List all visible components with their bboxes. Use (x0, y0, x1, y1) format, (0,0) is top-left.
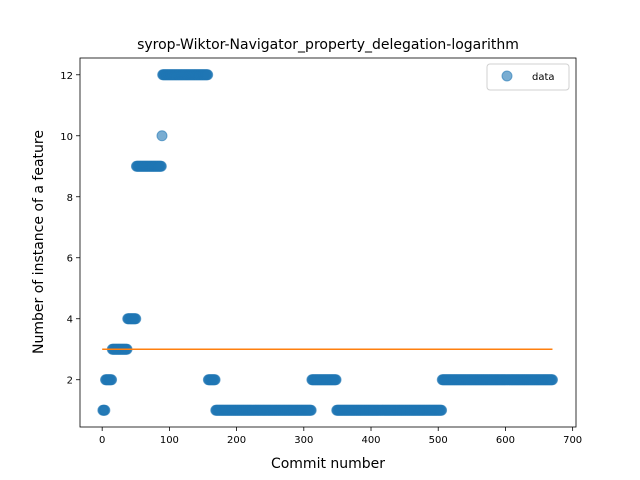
y-tick-label: 8 (67, 193, 73, 204)
y-tick-label: 4 (67, 315, 73, 326)
x-tick-label: 500 (429, 435, 448, 446)
data-point (330, 374, 342, 386)
legend: data (486, 63, 570, 91)
legend-marker-data (501, 70, 513, 82)
y-axis-label: Number of instance of a feature (31, 130, 47, 354)
x-tick-label: 200 (227, 435, 246, 446)
data-point (305, 404, 317, 416)
plot-frame (79, 57, 577, 428)
data-point (202, 69, 214, 81)
y-tick-label: 2 (67, 376, 73, 387)
chart-title: syrop-Wiktor-Navigator_property_delegati… (137, 37, 519, 53)
plot-area (79, 57, 577, 428)
legend-label-data: data (532, 72, 555, 83)
x-tick-label: 300 (294, 435, 313, 446)
x-tick-label: 400 (361, 435, 380, 446)
data-point (209, 374, 221, 386)
x-tick-label: 600 (496, 435, 515, 446)
data-point (436, 404, 448, 416)
x-tick-label: 0 (99, 435, 105, 446)
y-tick-label: 6 (67, 254, 73, 265)
data-point (106, 374, 118, 386)
x-tick-label: 100 (160, 435, 179, 446)
x-axis: 0 100 200 300 400 500 600 700 (99, 427, 582, 446)
legend-box (486, 63, 570, 91)
data-point (155, 160, 167, 172)
data-point (99, 404, 111, 416)
data-point (130, 313, 142, 325)
y-axis: 2 4 6 8 10 12 (60, 71, 80, 387)
x-axis-label: Commit number (271, 456, 385, 472)
y-tick-label: 10 (60, 132, 73, 143)
data-point (546, 374, 558, 386)
y-tick-label: 12 (60, 71, 73, 82)
x-tick-label: 700 (563, 435, 582, 446)
data-point (156, 130, 168, 142)
